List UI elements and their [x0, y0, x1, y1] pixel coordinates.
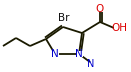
- Text: Br: Br: [58, 13, 70, 23]
- Bar: [96, 6, 104, 12]
- Text: N: N: [51, 49, 59, 59]
- Text: OH: OH: [111, 23, 127, 33]
- Text: N: N: [87, 59, 95, 69]
- Bar: [114, 25, 124, 31]
- Bar: [75, 51, 83, 57]
- Text: N: N: [75, 49, 83, 59]
- Bar: [51, 51, 59, 57]
- Text: O: O: [96, 4, 104, 14]
